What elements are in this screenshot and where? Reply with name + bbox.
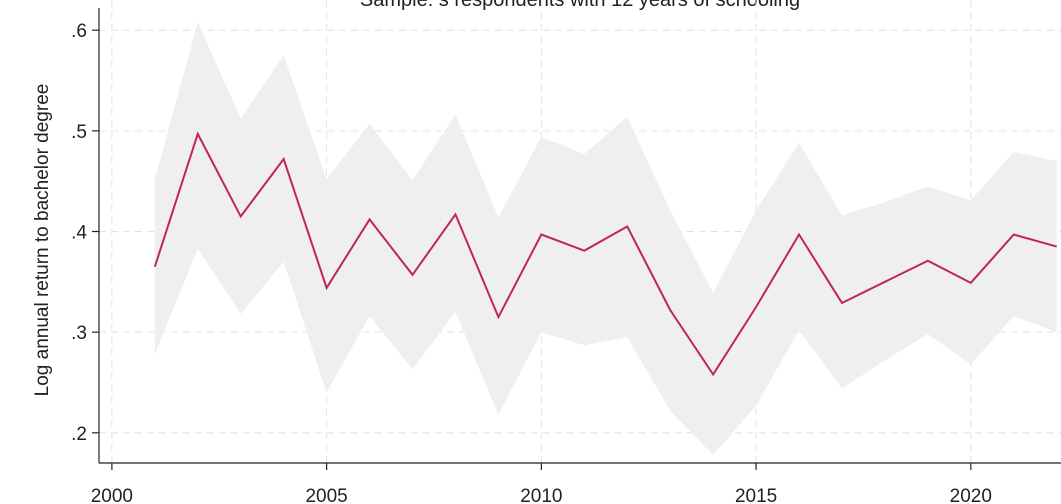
estimate-line [153, 131, 1057, 377]
y-tick-label: .6 [71, 21, 87, 42]
chart-title: Sample: s respondents with 12 years of s… [360, 0, 800, 11]
x-tick-label: 2010 [520, 486, 562, 504]
y-tick-label: .2 [71, 424, 87, 445]
x-tick-label: 2005 [305, 486, 347, 504]
estimate-line-layer [153, 131, 1057, 377]
x-tick-label: 2000 [91, 486, 133, 504]
y-tick-label: .3 [71, 323, 87, 344]
x-tick-label: 2015 [735, 486, 777, 504]
y-axis-title: Log annual return to bachelor degree [32, 84, 53, 397]
y-tick-label: .4 [71, 223, 87, 244]
x-tick-label: 2020 [950, 486, 992, 504]
y-tick-label: .5 [71, 122, 87, 143]
axis-ticks: .2 .3 .4 .5 .6 2000 2005 2010 2015 2020 [71, 21, 992, 504]
